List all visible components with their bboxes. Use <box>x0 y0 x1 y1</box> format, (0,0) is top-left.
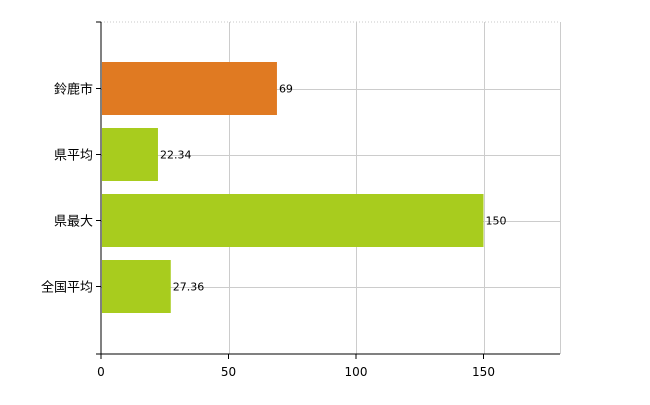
x-tick-label: 0 <box>97 365 105 379</box>
bar <box>102 128 158 181</box>
bar <box>102 260 171 313</box>
x-tick-label: 100 <box>345 365 368 379</box>
y-category-label: 鈴鹿市 <box>54 82 93 98</box>
bars <box>102 62 484 313</box>
bar-value-label: 22.34 <box>160 149 192 162</box>
y-category-label: 県最大 <box>54 215 93 230</box>
x-tick-label: 150 <box>472 365 495 379</box>
bar <box>102 62 277 115</box>
axes <box>96 21 560 359</box>
y-category-label: 県平均 <box>54 149 93 164</box>
labels: 0 50 100 150 69 鈴鹿市 22.34 県平均 150 県最大 27.36 全国平均 <box>41 82 507 380</box>
bar-value-label: 150 <box>486 215 507 228</box>
bar-value-label: 27.36 <box>173 281 205 294</box>
x-tick-label: 50 <box>221 365 236 379</box>
bar-value-label: 69 <box>279 83 293 96</box>
bar <box>102 194 484 247</box>
y-category-label: 全国平均 <box>41 280 93 296</box>
